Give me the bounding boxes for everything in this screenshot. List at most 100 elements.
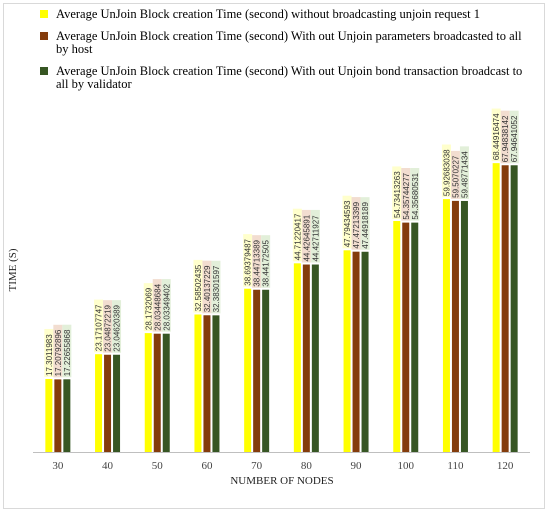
- data-label-text: 28.03349402: [162, 283, 171, 330]
- x-axis-title: NUMBER OF NODES: [230, 475, 333, 487]
- data-label-text: 17.20792896: [54, 329, 63, 376]
- data-label-series-3-30: 17.22655868: [62, 324, 72, 378]
- x-tick-label-70: 70: [251, 460, 263, 472]
- bar-series-1-70: [244, 288, 252, 452]
- legend-swatch-series-1: [40, 10, 48, 18]
- data-label-text: 47.44918189: [361, 201, 370, 248]
- data-label-text: 47.47213399: [352, 201, 361, 248]
- data-label-series-1-120: 68.44916474: [491, 108, 501, 162]
- data-label-bg: [392, 166, 402, 220]
- y-axis-title: TIME (S): [7, 248, 19, 291]
- data-label-text: 67.94641052: [510, 115, 519, 162]
- data-label-text: 44.42645891: [302, 214, 311, 261]
- data-label-bg: [410, 168, 420, 221]
- data-label-series-3-40: 23.04620389: [112, 300, 122, 353]
- bar-series-1-110: [442, 199, 450, 452]
- bar-series-3-70: [262, 289, 270, 452]
- bar-series-2-100: [402, 222, 410, 452]
- data-label-text: 67.94838142: [501, 115, 510, 162]
- data-label-series-1-90: 47.79434593: [342, 195, 352, 249]
- bar-series-1-60: [194, 314, 202, 452]
- data-label-series-2-120: 67.94838142: [500, 110, 510, 164]
- data-label-text: 28.03448684: [153, 283, 162, 330]
- legend-label-series-2: Average UnJoin Block creation Time (seco…: [56, 29, 522, 56]
- x-tick-label-90: 90: [351, 460, 363, 472]
- data-label-series-3-50: 28.03349402: [161, 279, 171, 332]
- data-label-bg: [94, 299, 104, 353]
- bar-series-3-60: [212, 315, 220, 452]
- data-label-bg: [243, 234, 253, 287]
- data-label-text: 23.04620389: [113, 304, 122, 351]
- data-label-bg: [310, 209, 320, 263]
- data-label-bg: [459, 146, 469, 199]
- data-label-series-1-80: 44.71220417: [292, 208, 302, 262]
- data-label-text: 47.79434593: [343, 200, 352, 247]
- data-label-series-1-40: 23.17107747: [94, 299, 104, 353]
- data-label-bg: [509, 110, 519, 164]
- data-label-text: 59.5070227: [451, 155, 460, 198]
- legend: Average UnJoin Block creation Time (seco…: [40, 8, 530, 100]
- data-label-bg: [112, 300, 122, 353]
- bar-series-3-80: [311, 264, 319, 452]
- data-label-text: 54.73413263: [393, 171, 402, 218]
- data-label-bg: [252, 235, 262, 288]
- data-label-series-1-110: 59.92683038: [441, 144, 451, 198]
- data-label-series-1-70: 38.69379487: [243, 234, 253, 287]
- legend-label-series-3: Average UnJoin Block creation Time (seco…: [56, 64, 523, 91]
- bar-series-2-80: [302, 264, 310, 452]
- data-label-text: 68.44916474: [492, 113, 501, 160]
- data-label-series-2-110: 59.5070227: [450, 150, 460, 199]
- bar-series-3-120: [510, 165, 518, 452]
- x-tick-label-50: 50: [152, 460, 164, 472]
- data-label-text: 38.44172505: [262, 240, 271, 287]
- bar-series-1-50: [144, 333, 152, 452]
- data-label-text: 59.92683038: [442, 149, 451, 196]
- bar-series-1-100: [393, 221, 401, 452]
- bar-series-3-30: [63, 379, 71, 452]
- bar-series-2-60: [203, 315, 211, 452]
- data-label-bg: [103, 300, 113, 353]
- data-label-bg: [351, 197, 361, 250]
- bar-series-1-90: [343, 250, 351, 452]
- data-label-text: 44.42711927: [311, 215, 320, 262]
- data-label-text: 59.48771434: [460, 151, 469, 198]
- data-label-text: 23.04872219: [104, 304, 113, 351]
- bar-series-2-70: [253, 289, 261, 452]
- data-label-text: 32.58502435: [194, 264, 203, 311]
- x-tick-label-60: 60: [201, 460, 213, 472]
- data-label-text: 54.35680531: [411, 172, 420, 219]
- data-label-series-1-60: 32.58502435: [193, 259, 203, 313]
- data-label-series-2-100: 54.35744277: [401, 168, 411, 221]
- data-label-text: 28.1732069: [144, 287, 153, 330]
- x-tick-label-80: 80: [301, 460, 313, 472]
- data-label-bg: [301, 209, 311, 263]
- data-label-series-2-50: 28.03448684: [152, 279, 162, 332]
- data-label-series-3-100: 54.35680531: [410, 168, 420, 221]
- legend-swatch-series-2: [40, 32, 48, 40]
- data-label-bg: [261, 235, 271, 288]
- data-label-bg: [360, 197, 370, 250]
- legend-item-series-1: Average UnJoin Block creation Time (seco…: [40, 8, 530, 21]
- data-label-series-2-70: 38.44713389: [252, 235, 262, 288]
- data-label-series-1-50: 28.1732069: [143, 283, 153, 332]
- bar-series-2-110: [451, 200, 459, 452]
- legend-label-series-1: Average UnJoin Block creation Time (seco…: [56, 7, 480, 21]
- data-label-series-1-100: 54.73413263: [392, 166, 402, 220]
- bar-series-2-90: [352, 251, 360, 452]
- data-label-series-2-90: 47.47213399: [351, 197, 361, 250]
- data-label-bg: [342, 195, 352, 249]
- bar-series-3-100: [411, 222, 419, 452]
- data-label-bg: [450, 150, 460, 199]
- legend-swatch-series-3: [40, 67, 48, 75]
- x-tick-label-120: 120: [497, 460, 514, 472]
- data-label-series-3-110: 59.48771434: [459, 146, 469, 199]
- legend-item-series-3: Average UnJoin Block creation Time (seco…: [40, 65, 530, 91]
- data-label-bg: [62, 324, 72, 378]
- data-label-series-3-80: 44.42711927: [310, 209, 320, 263]
- data-label-bg: [161, 279, 171, 332]
- data-label-text: 23.17107747: [95, 304, 104, 351]
- data-label-text: 32.38301597: [212, 265, 221, 312]
- data-label-text: 38.69379487: [244, 238, 253, 285]
- data-label-bg: [143, 283, 153, 332]
